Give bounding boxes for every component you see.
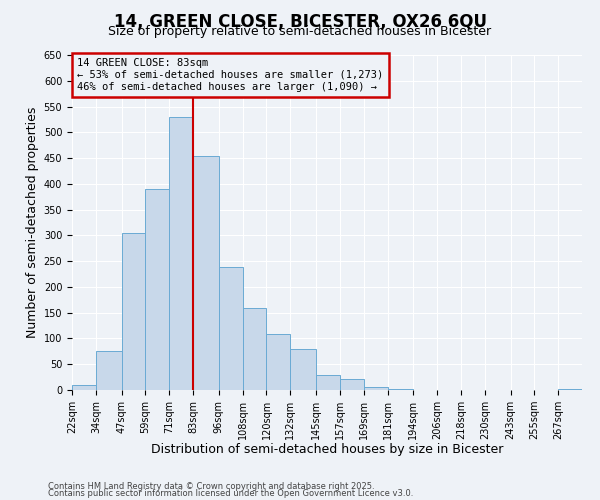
Text: Size of property relative to semi-detached houses in Bicester: Size of property relative to semi-detach… xyxy=(109,25,491,38)
Bar xyxy=(122,233,145,390)
Text: 14 GREEN CLOSE: 83sqm
← 53% of semi-detached houses are smaller (1,273)
46% of s: 14 GREEN CLOSE: 83sqm ← 53% of semi-deta… xyxy=(77,58,383,92)
Text: 14, GREEN CLOSE, BICESTER, OX26 6QU: 14, GREEN CLOSE, BICESTER, OX26 6QU xyxy=(113,12,487,30)
Bar xyxy=(193,156,219,390)
Y-axis label: Number of semi-detached properties: Number of semi-detached properties xyxy=(26,107,40,338)
Bar xyxy=(72,385,96,390)
Bar xyxy=(96,352,122,390)
Bar xyxy=(169,117,193,390)
Bar xyxy=(145,189,169,390)
Bar xyxy=(242,308,266,390)
Bar xyxy=(364,388,388,390)
X-axis label: Distribution of semi-detached houses by size in Bicester: Distribution of semi-detached houses by … xyxy=(151,444,503,456)
Bar xyxy=(266,334,290,390)
Bar xyxy=(290,349,316,390)
Bar xyxy=(340,378,364,390)
Bar xyxy=(219,268,242,390)
Bar xyxy=(316,374,340,390)
Text: Contains public sector information licensed under the Open Government Licence v3: Contains public sector information licen… xyxy=(48,489,413,498)
Text: Contains HM Land Registry data © Crown copyright and database right 2025.: Contains HM Land Registry data © Crown c… xyxy=(48,482,374,491)
